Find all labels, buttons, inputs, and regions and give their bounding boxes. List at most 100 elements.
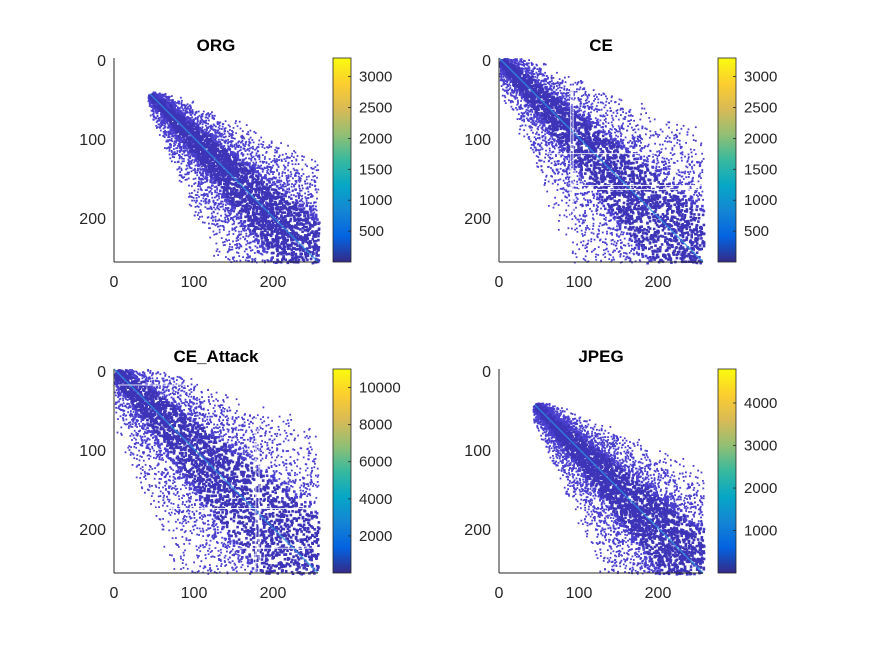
heatmap-cell: [252, 164, 255, 166]
heatmap-cell: [217, 181, 220, 184]
heatmap-cell: [188, 164, 190, 167]
heatmap-cell: [311, 184, 314, 186]
heatmap-cell: [213, 152, 216, 155]
heatmap-cell: [267, 146, 270, 149]
heatmap-cell: [274, 151, 277, 154]
heatmap-cell: [256, 234, 260, 238]
heatmap-cell: [230, 134, 232, 137]
heatmap-cell: [204, 138, 208, 142]
heatmap-cell: [281, 153, 284, 156]
heatmap-cell: [202, 141, 206, 145]
heatmap-cell: [309, 196, 312, 198]
heatmap-cell: [204, 198, 207, 201]
heatmap-cell: [216, 130, 219, 132]
heatmap-cell: [263, 223, 267, 227]
heatmap-cell: [284, 233, 288, 236]
heatmap-cell: [286, 247, 290, 251]
heatmap-cell: [186, 171, 189, 174]
heatmap-cell: [186, 110, 189, 113]
heatmap-cell: [288, 191, 291, 194]
heatmap-cell: [232, 256, 234, 259]
heatmap-cell: [289, 217, 293, 221]
heatmap-cell: [231, 217, 234, 219]
heatmap-cell: [286, 182, 289, 184]
heatmap-cell: [270, 188, 274, 191]
heatmap-cell: [294, 258, 298, 261]
heatmap-cell: [204, 194, 207, 196]
heatmap-cell: [317, 238, 320, 242]
heatmap-cell: [207, 207, 210, 210]
heatmap-cell: [274, 149, 277, 151]
heatmap-cell: [309, 182, 312, 185]
heatmap-cell: [198, 148, 202, 151]
heatmap-cell: [229, 199, 232, 203]
heatmap-cell: [171, 135, 173, 138]
heatmap-cell: [188, 161, 191, 163]
heatmap-cell: [266, 247, 270, 250]
heatmap-cell: [223, 179, 227, 182]
heatmap-cell: [314, 184, 317, 187]
heatmap-cell: [187, 152, 190, 155]
heatmap-cell: [180, 167, 183, 170]
heatmap-cell: [213, 233, 216, 236]
heatmap-cell: [269, 196, 273, 199]
heatmap-cell: [284, 172, 286, 174]
heatmap-cell: [200, 178, 203, 180]
heatmap-cell: [290, 155, 293, 157]
heatmap-cell: [195, 110, 198, 113]
heatmap-cell: [196, 163, 199, 166]
heatmap-cell: [236, 151, 239, 154]
heatmap-cell: [216, 219, 219, 222]
heatmap-cell: [574, 223, 577, 226]
heatmap-cell: [251, 220, 254, 224]
heatmap-cell: [308, 250, 312, 254]
heatmap-cell: [303, 155, 305, 158]
heatmap-cell: [194, 154, 197, 158]
heatmap-cell: [286, 221, 289, 225]
heatmap-cell: [307, 216, 310, 220]
heatmap-cell: [316, 197, 318, 200]
heatmap-cell: [181, 157, 183, 160]
heatmap-cell: [173, 112, 176, 115]
heatmap-cell: [237, 217, 240, 220]
heatmap-cell: [297, 175, 300, 178]
heatmap-cell: [206, 216, 209, 219]
heatmap-cell: [186, 167, 189, 170]
heatmap-cell: [216, 167, 220, 171]
heatmap-cell: [220, 157, 224, 160]
heatmap-cell: [264, 259, 266, 262]
heatmap-cell: [220, 214, 222, 217]
heatmap-cell: [264, 174, 267, 176]
heatmap-cell: [185, 168, 187, 171]
heatmap-cell: [296, 221, 299, 225]
heatmap-cell: [225, 256, 227, 258]
heatmap-cell: [676, 218, 679, 221]
heatmap-cell: [685, 201, 688, 205]
heatmap-cell: [231, 133, 233, 135]
heatmap-cell: [203, 163, 206, 167]
heatmap-cell: [180, 140, 183, 143]
heatmap-cell: [210, 127, 213, 130]
heatmap-cell: [227, 217, 229, 220]
heatmap-cell: [276, 258, 279, 262]
heatmap-cell: [231, 136, 233, 139]
heatmap-cell: [228, 135, 231, 138]
heatmap-cell: [259, 227, 263, 231]
heatmap-cell: [202, 110, 205, 113]
heatmap-cell: [283, 248, 286, 252]
heatmap-cell: [172, 99, 174, 101]
heatmap-cell: [155, 108, 158, 111]
heatmap-cell: [270, 251, 274, 255]
heatmap-cell: [290, 239, 293, 242]
heatmap-cell: [278, 202, 281, 205]
heatmap-cell: [161, 121, 163, 123]
heatmap-cell: [273, 171, 275, 173]
heatmap-cell: [295, 199, 297, 201]
heatmap-cell: [224, 193, 227, 197]
heatmap-cell: [177, 139, 180, 142]
heatmap-cell: [306, 165, 308, 168]
heatmap-cell: [241, 134, 244, 137]
heatmap-cell: [215, 125, 217, 128]
heatmap-cell: [305, 225, 308, 229]
